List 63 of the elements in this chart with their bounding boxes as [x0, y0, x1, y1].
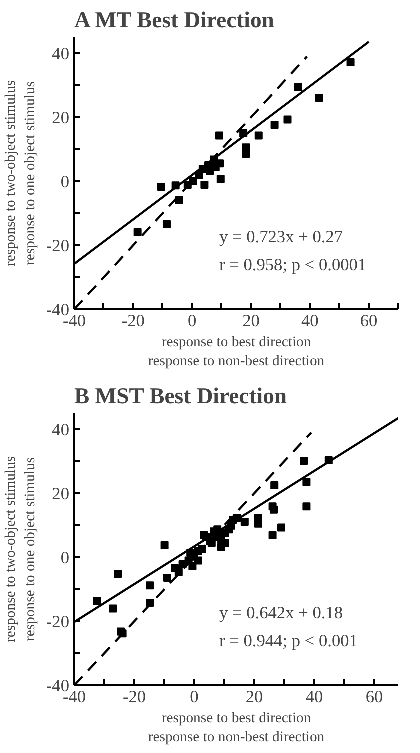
point	[242, 144, 250, 152]
point	[114, 570, 122, 578]
y-tick-label: 20	[52, 484, 70, 504]
x-tick-label: -20	[122, 688, 146, 706]
point	[194, 556, 202, 565]
point	[200, 181, 209, 190]
x-axis-title: response to best direction response to non-best direction	[148, 334, 326, 370]
y-tick-label: 20	[52, 108, 70, 128]
x-tick-label: 0	[188, 312, 197, 330]
point	[164, 574, 172, 582]
point	[160, 541, 169, 550]
point	[315, 94, 324, 102]
point	[146, 582, 154, 590]
point	[294, 83, 302, 92]
point	[109, 604, 118, 613]
x-tick-label: 60	[360, 312, 378, 330]
point	[270, 121, 279, 130]
x-tick-label: 0	[190, 688, 199, 706]
y-tick-label: 40	[52, 44, 70, 64]
y-tick-label: 0	[60, 172, 70, 192]
x-tick-label: 40	[301, 312, 319, 330]
point	[134, 228, 142, 236]
x-tick-label: -20	[122, 312, 145, 330]
point	[93, 597, 101, 606]
y-axis-title: response to two-object stimulus response to one object stimulus	[3, 456, 38, 643]
point	[346, 58, 355, 66]
point	[221, 539, 230, 548]
point	[302, 478, 311, 486]
point	[268, 531, 277, 540]
x-tick-label: 60	[366, 688, 384, 706]
point	[157, 182, 166, 191]
point	[225, 526, 234, 534]
x-tick-label: 20	[246, 688, 264, 706]
point	[254, 132, 263, 140]
annotation: r = 0.958; p < 0.0001	[220, 256, 367, 274]
x-tick-label: 20	[242, 312, 260, 330]
point	[270, 506, 278, 514]
y-tick-label: -20	[46, 612, 70, 632]
point	[174, 568, 183, 576]
chart-title: B MST Best Direction	[74, 384, 288, 408]
x-tick-label: 40	[306, 688, 324, 706]
point	[254, 514, 262, 522]
point	[188, 562, 197, 570]
annotation: r = 0.944; p < 0.001	[220, 632, 358, 650]
y-tick-label: 40	[52, 420, 70, 440]
point	[215, 132, 224, 140]
point	[278, 524, 286, 532]
point	[270, 482, 279, 490]
chart-title: A MT Best Direction	[74, 8, 275, 32]
point	[175, 196, 184, 204]
x-axis-title: response to best direction response to non-best direction	[148, 710, 326, 746]
annotation: y = 0.723x + 0.27	[220, 228, 344, 246]
point	[240, 518, 249, 526]
point	[284, 116, 292, 124]
y-tick-label: -20	[46, 236, 70, 256]
point	[162, 220, 171, 228]
point	[300, 457, 308, 466]
point	[216, 175, 225, 184]
y-axis-title: response to two-object stimulus response to one object stimulus	[3, 80, 38, 267]
point	[302, 502, 311, 511]
annotation: y = 0.642x + 0.18	[220, 604, 344, 622]
y-tick-label: 0	[60, 548, 70, 568]
point	[212, 163, 220, 172]
